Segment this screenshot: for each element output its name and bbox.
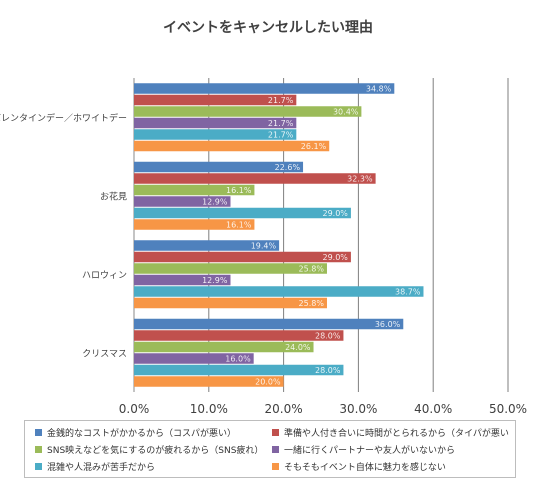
x-tick-label: 50.0% xyxy=(489,402,527,416)
data-label: 16.1% xyxy=(226,186,252,195)
legend-item: そもそもイベント自体に魅力を感じない xyxy=(272,458,509,475)
legend-swatch xyxy=(272,446,279,453)
chart-title: イベントをキャンセルしたい理由 xyxy=(163,19,373,36)
data-label: 26.1% xyxy=(301,142,327,151)
bar xyxy=(134,129,297,140)
legend-item: 準備や人付き合いに時間がとられるから（タイパが悪い） xyxy=(272,424,509,441)
legend-item: 一緒に行くパートナーや友人がいないから xyxy=(272,441,509,458)
data-label: 30.4% xyxy=(333,108,359,117)
bar xyxy=(134,106,362,117)
bar xyxy=(134,376,284,387)
legend-swatch xyxy=(35,429,42,436)
data-label: 22.6% xyxy=(275,163,301,172)
x-tick-label: 20.0% xyxy=(265,402,303,416)
data-label: 16.0% xyxy=(225,355,251,364)
legend-item: SNS映えなどを気にするのが疲れるから（SNS疲れ） xyxy=(35,441,272,458)
legend-label: 準備や人付き合いに時間がとられるから（タイパが悪い） xyxy=(284,429,509,439)
data-label: 29.0% xyxy=(322,253,348,262)
bar xyxy=(134,297,327,309)
legend-item: 金銭的なコストがかかるから（コスパが悪い） xyxy=(35,424,272,441)
legend-swatch xyxy=(272,429,279,436)
legend-swatch xyxy=(35,446,42,453)
bar xyxy=(134,219,255,230)
data-label: 29.0% xyxy=(322,209,348,218)
bar xyxy=(134,274,231,286)
legend-label: 金銭的なコストがかかるから（コスパが悪い） xyxy=(47,429,237,439)
bar xyxy=(134,161,304,173)
data-label: 21.7% xyxy=(268,96,294,105)
legend-label: 混雑や人混みが苦手だから xyxy=(47,463,156,473)
data-label: 28.0% xyxy=(315,366,341,375)
bar xyxy=(134,196,231,207)
data-label: 25.8% xyxy=(299,265,325,274)
category-label: お花見 xyxy=(100,190,127,202)
bar xyxy=(134,341,314,353)
category-label: バレンタインデー／ホワイトデー xyxy=(0,112,127,124)
data-label: 21.7% xyxy=(268,119,294,128)
bar xyxy=(134,173,376,184)
bar xyxy=(134,140,330,152)
bar xyxy=(134,364,344,376)
data-label: 34.8% xyxy=(366,85,392,94)
bar xyxy=(134,251,351,263)
category-label: クリスマス xyxy=(82,348,127,359)
bar xyxy=(134,117,297,129)
legend-label: そもそもイベント自体に魅力を感じない xyxy=(284,463,446,473)
bar xyxy=(134,240,280,251)
data-label: 12.9% xyxy=(202,198,228,207)
legend: 金銭的なコストがかかるから（コスパが悪い） 準備や人付き合いに時間がとられるから（… xyxy=(24,420,516,478)
bar xyxy=(134,207,351,219)
bar xyxy=(134,83,395,94)
bar xyxy=(134,263,327,274)
data-label: 36.0% xyxy=(375,320,401,329)
bar-chart: イベントをキャンセルしたい理由 0.0% 10.0% 20.0% 30.0% 40.0%… xyxy=(0,19,527,416)
category-label: ハロウィン xyxy=(82,270,127,281)
bar xyxy=(134,330,344,341)
data-label: 12.9% xyxy=(202,276,228,285)
legend-label: 一緒に行くパートナーや友人がいないから xyxy=(284,446,456,456)
data-label: 16.1% xyxy=(226,221,252,230)
bar xyxy=(134,184,255,196)
bar xyxy=(134,94,297,106)
bar xyxy=(134,318,404,330)
x-tick-label: 30.0% xyxy=(339,402,377,416)
x-tick-label: 0.0% xyxy=(119,402,150,416)
bar xyxy=(134,353,254,364)
data-label: 19.4% xyxy=(251,242,277,251)
x-tick-label: 10.0% xyxy=(190,402,228,416)
data-label: 38.7% xyxy=(395,288,421,297)
legend-label: SNS映えなどを気にするのが疲れるから（SNS疲れ） xyxy=(47,446,264,456)
x-tick-label: 40.0% xyxy=(414,402,452,416)
data-label: 24.0% xyxy=(285,343,311,352)
data-label: 32.3% xyxy=(347,175,373,184)
data-label: 21.7% xyxy=(268,131,294,140)
legend-swatch xyxy=(35,463,42,470)
legend-swatch xyxy=(272,463,279,470)
data-label: 20.0% xyxy=(255,378,281,387)
data-label: 25.8% xyxy=(299,299,325,308)
bar xyxy=(134,286,424,297)
data-label: 28.0% xyxy=(315,332,341,341)
legend-item: 混雑や人混みが苦手だから xyxy=(35,458,272,475)
